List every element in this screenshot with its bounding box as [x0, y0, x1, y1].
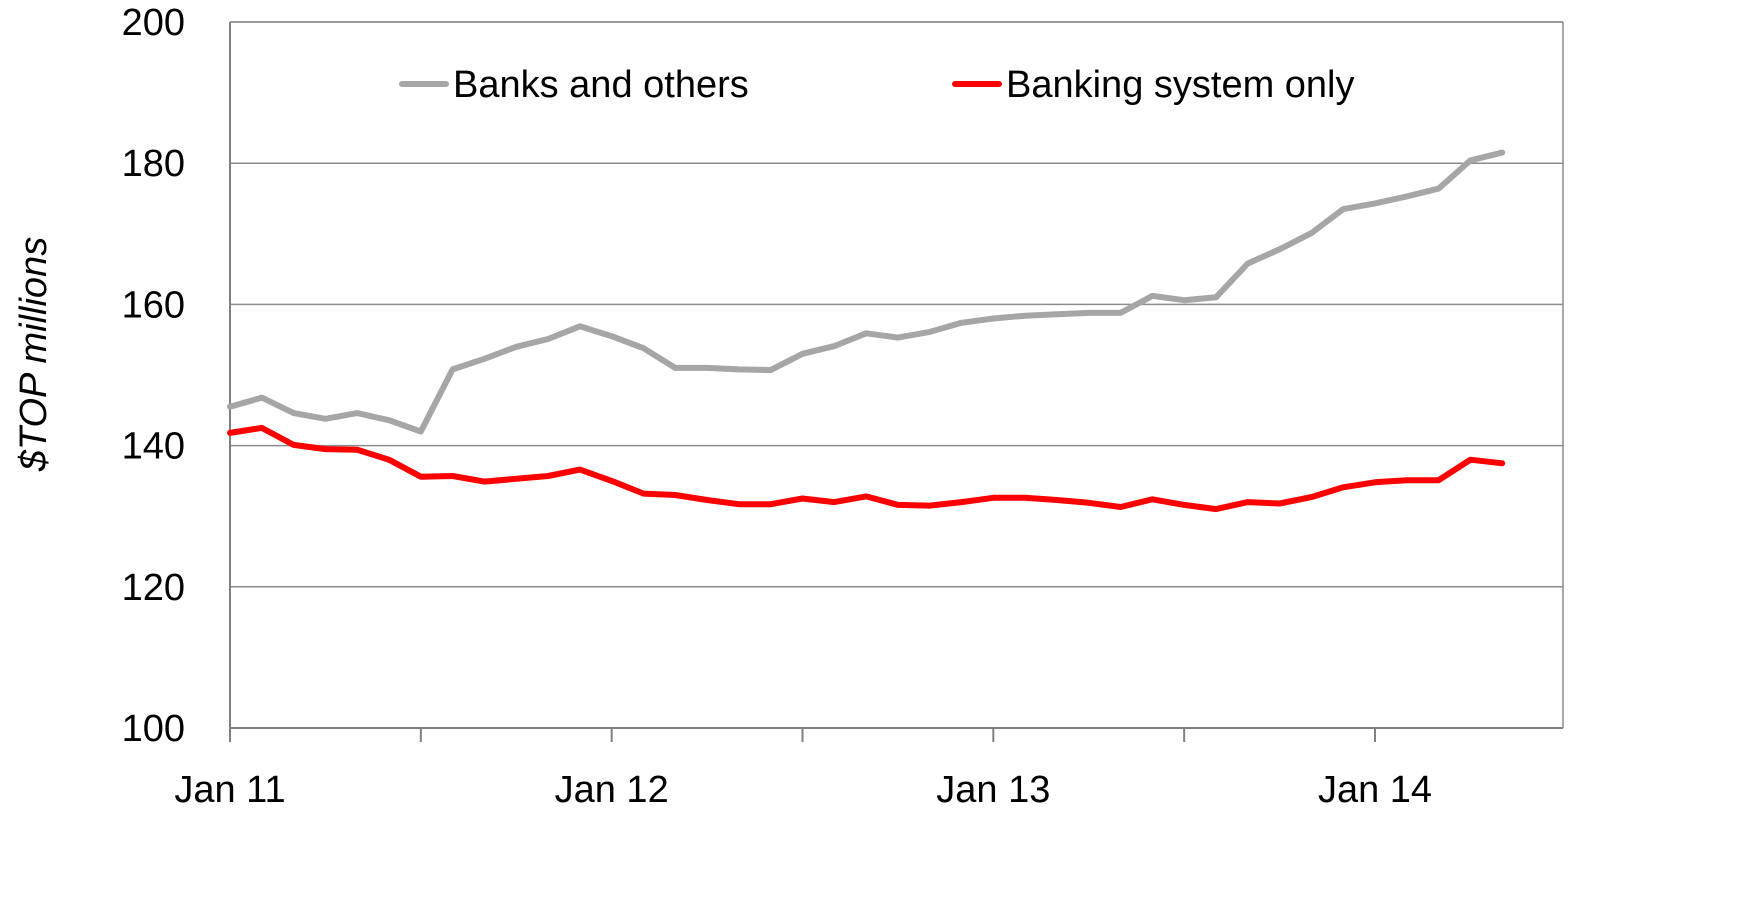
- x-tick-label: Jan 11: [174, 769, 285, 811]
- legend-label: Banking system only: [1006, 64, 1355, 106]
- series-lines: [227, 149, 1506, 513]
- x-tick-label: Jan 12: [555, 769, 669, 811]
- series-line-0: [227, 149, 1506, 435]
- y-tick-label: 200: [122, 2, 185, 44]
- y-tick-label: 100: [122, 708, 185, 750]
- legend: Banks and others Banking system only: [399, 64, 1355, 106]
- legend-label: Banks and others: [453, 64, 749, 106]
- x-tick-label: Jan 14: [1318, 769, 1432, 811]
- x-tick-label: Jan 13: [936, 769, 1050, 811]
- y-tick-label: 140: [122, 426, 185, 468]
- series-line-1: [227, 424, 1506, 513]
- x-tick-labels: Jan 11 Jan 12 Jan 13 Jan 14: [174, 769, 1432, 811]
- y-axis-title: $TOP millions: [13, 237, 55, 472]
- y-tick-label: 120: [122, 567, 185, 609]
- y-tick-label: 180: [122, 143, 185, 185]
- y-tick-label: 160: [122, 284, 185, 326]
- axes: [229, 21, 1564, 742]
- y-tick-labels: 100 120 140 160 180 200: [122, 2, 185, 750]
